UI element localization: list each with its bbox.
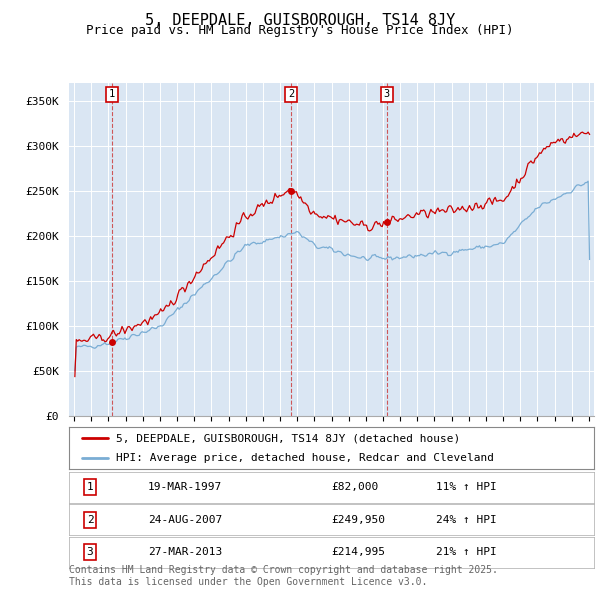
Text: 21% ↑ HPI: 21% ↑ HPI bbox=[437, 548, 497, 557]
Text: Contains HM Land Registry data © Crown copyright and database right 2025.
This d: Contains HM Land Registry data © Crown c… bbox=[69, 565, 498, 587]
Text: £214,995: £214,995 bbox=[331, 548, 386, 557]
Text: Price paid vs. HM Land Registry's House Price Index (HPI): Price paid vs. HM Land Registry's House … bbox=[86, 24, 514, 37]
Text: 5, DEEPDALE, GUISBOROUGH, TS14 8JY: 5, DEEPDALE, GUISBOROUGH, TS14 8JY bbox=[145, 13, 455, 28]
Text: 1: 1 bbox=[109, 89, 115, 99]
Text: 1: 1 bbox=[86, 483, 94, 492]
Text: 3: 3 bbox=[384, 89, 390, 99]
Text: 3: 3 bbox=[86, 548, 94, 557]
Text: 2: 2 bbox=[288, 89, 295, 99]
Text: 24% ↑ HPI: 24% ↑ HPI bbox=[437, 515, 497, 525]
Text: 11% ↑ HPI: 11% ↑ HPI bbox=[437, 483, 497, 492]
Text: 5, DEEPDALE, GUISBOROUGH, TS14 8JY (detached house): 5, DEEPDALE, GUISBOROUGH, TS14 8JY (deta… bbox=[116, 434, 461, 444]
Text: 24-AUG-2007: 24-AUG-2007 bbox=[148, 515, 222, 525]
Text: £249,950: £249,950 bbox=[331, 515, 386, 525]
Text: HPI: Average price, detached house, Redcar and Cleveland: HPI: Average price, detached house, Redc… bbox=[116, 454, 494, 463]
Text: £82,000: £82,000 bbox=[331, 483, 379, 492]
Text: 27-MAR-2013: 27-MAR-2013 bbox=[148, 548, 222, 557]
Text: 19-MAR-1997: 19-MAR-1997 bbox=[148, 483, 222, 492]
Text: 2: 2 bbox=[86, 515, 94, 525]
